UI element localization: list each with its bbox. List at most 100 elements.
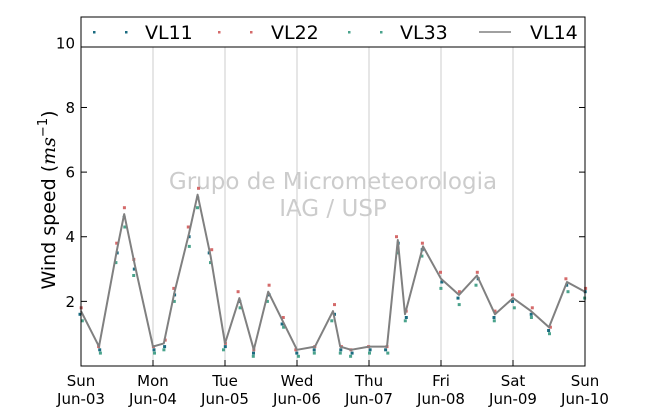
data-point — [512, 306, 516, 310]
x-tick-label: Sat — [501, 372, 526, 390]
data-point — [115, 241, 119, 245]
data-point — [333, 303, 336, 307]
data-point — [330, 319, 334, 323]
data-point — [510, 293, 514, 297]
y-tick-label: 4 — [65, 228, 75, 246]
y-axis-label-text: Wind speed (ms−1) — [36, 110, 60, 289]
watermark-text: Grupo de Micrometeorologia — [169, 169, 497, 195]
x-tick-label: Jun-03 — [56, 390, 105, 408]
data-point — [547, 329, 551, 332]
data-point — [80, 319, 84, 323]
x-tick-label: Thu — [354, 372, 383, 390]
data-point — [187, 244, 191, 248]
data-point — [312, 348, 316, 352]
legend-marker — [125, 31, 128, 34]
watermark-text: IAG / USP — [279, 196, 387, 222]
data-point — [584, 286, 588, 290]
ticks-layer: 246810SunJun-03MonJun-04TueJun-05WedJun-… — [56, 17, 609, 408]
y-tick-label: 2 — [65, 293, 75, 311]
legend-label: VL33 — [400, 22, 448, 44]
data-point — [296, 354, 300, 358]
x-tick-label: Tue — [211, 372, 238, 390]
data-point — [530, 306, 534, 310]
data-point — [420, 254, 424, 258]
legend-item-vl11: VL11 — [93, 22, 193, 44]
data-point — [475, 270, 479, 274]
legend-marker — [93, 31, 96, 34]
legend-item-vl22: VL22 — [218, 22, 319, 44]
legend-marker — [348, 31, 351, 34]
data-point — [153, 351, 156, 355]
series-vl14 — [80, 193, 586, 351]
y-tick-label: 6 — [65, 164, 75, 182]
data-point — [282, 325, 286, 329]
data-point — [280, 322, 284, 326]
data-point — [384, 348, 388, 352]
data-point — [222, 348, 225, 352]
data-point — [404, 316, 408, 319]
data-point — [252, 351, 255, 355]
data-point — [295, 351, 299, 355]
data-point — [265, 299, 269, 303]
data-point — [566, 290, 570, 294]
legend-label: VL11 — [145, 22, 193, 44]
data-point — [163, 345, 167, 349]
x-tick-label: Fri — [432, 372, 450, 390]
x-tick-label: Jun-09 — [488, 390, 537, 408]
legend: VL11 VL22 VL33 VL14 — [80, 16, 586, 48]
x-tick-label: Jun-07 — [344, 390, 393, 408]
data-point — [294, 348, 298, 352]
x-tick-label: Jun-08 — [416, 390, 465, 408]
data-point — [511, 299, 514, 303]
data-point — [251, 354, 255, 358]
data-point — [122, 206, 126, 210]
data-point — [350, 351, 354, 355]
data-point — [440, 280, 444, 284]
data-point — [338, 351, 342, 355]
data-point — [492, 316, 496, 319]
data-point — [457, 290, 461, 294]
data-point — [529, 316, 533, 319]
legend-marker — [380, 31, 383, 34]
grid-layer — [152, 17, 514, 366]
data-point — [439, 286, 443, 290]
data-point — [209, 261, 212, 265]
data-point — [152, 348, 156, 352]
data-point — [474, 283, 478, 287]
legend-label: VL14 — [530, 22, 578, 44]
data-point — [395, 235, 398, 239]
legend-label: VL22 — [271, 22, 319, 44]
data-point — [267, 283, 271, 287]
data-point — [172, 299, 176, 303]
data-point — [368, 351, 371, 355]
series-line — [80, 193, 586, 351]
data-point — [123, 225, 127, 229]
data-point — [420, 241, 424, 245]
y-tick-label: 10 — [56, 34, 75, 52]
data-point — [493, 309, 497, 313]
data-point — [98, 348, 102, 352]
data-point — [78, 312, 82, 316]
data-point — [386, 351, 390, 355]
x-tick-label: Jun-10 — [560, 390, 609, 408]
series-layer — [78, 186, 588, 358]
data-point — [172, 286, 176, 290]
data-point — [457, 303, 461, 307]
x-tick-label: Mon — [137, 372, 169, 390]
data-point — [238, 306, 242, 310]
legend-marker — [218, 31, 221, 34]
legend-marker — [250, 31, 253, 34]
data-point — [339, 348, 343, 352]
data-point — [456, 296, 460, 300]
series-vl33 — [80, 206, 587, 358]
data-point — [368, 348, 372, 352]
data-point — [529, 312, 533, 316]
y-axis-label: Wind speed (ms−1) — [36, 110, 60, 289]
data-point — [132, 267, 136, 271]
x-tick-label: Jun-04 — [128, 390, 177, 408]
data-point — [210, 248, 214, 252]
data-point — [98, 351, 102, 355]
data-point — [403, 319, 407, 323]
